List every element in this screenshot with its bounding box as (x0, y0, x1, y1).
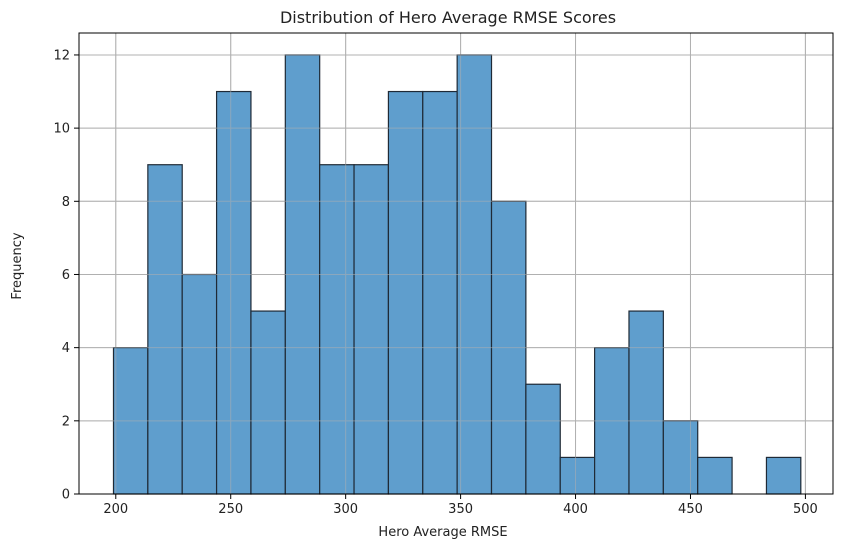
x-tick-label: 500 (793, 502, 818, 517)
grid-overlay (79, 33, 833, 495)
y-tick-label: 10 (53, 122, 70, 137)
y-tick-label: 0 (62, 488, 70, 503)
x-axis-label: Hero Average RMSE (378, 525, 507, 540)
histogram-bar-16 (662, 420, 699, 495)
x-axis-ticks: 200 250 300 350 400 450 500 (103, 494, 818, 517)
histogram-bar-4 (250, 310, 286, 495)
histogram-bar-15 (628, 310, 664, 495)
x-tick-label: 200 (103, 502, 128, 517)
histogram-bar-12 (525, 383, 561, 495)
y-tick-label: 6 (62, 268, 70, 283)
histogram-bar-2 (181, 273, 218, 495)
x-tick-label: 350 (448, 502, 473, 517)
histogram-bar-1 (147, 164, 183, 495)
histogram-bar-17 (697, 456, 733, 495)
y-tick-label: 12 (53, 48, 70, 63)
y-axis-label: Frequency (10, 232, 25, 299)
histogram-bar-3 (215, 90, 252, 495)
histogram-bar-9 (422, 90, 458, 495)
y-tick-label: 8 (62, 195, 70, 210)
x-tick-label: 450 (678, 502, 703, 517)
y-tick-label: 4 (62, 341, 70, 356)
x-tick-label: 250 (218, 502, 243, 517)
histogram-bar-13 (559, 456, 596, 495)
y-tick-label: 2 (62, 414, 70, 429)
bars (79, 33, 833, 495)
chart-title: Distribution of Hero Average RMSE Scores (280, 8, 616, 27)
histogram-bar-8 (387, 90, 424, 495)
plot-frame (78, 32, 834, 495)
histogram-bar-7 (353, 164, 390, 495)
histogram-bar-19 (765, 456, 802, 495)
x-tick-label: 300 (333, 502, 358, 517)
y-axis-ticks: 0 2 4 6 8 10 12 (53, 48, 79, 503)
histogram-bar-6 (319, 164, 355, 495)
x-tick-label: 400 (563, 502, 588, 517)
